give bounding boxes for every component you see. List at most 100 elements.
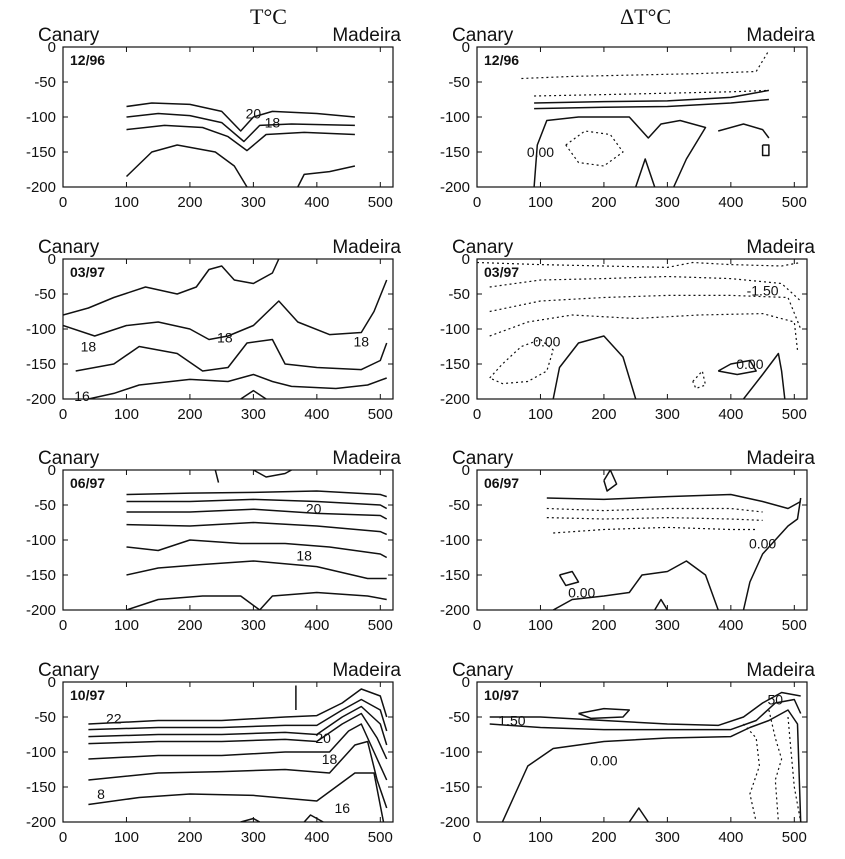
contour-label: 18 [296, 547, 312, 563]
x-tick-label: 100 [114, 194, 139, 211]
contour-line-solid [126, 560, 387, 580]
y-tick-label: -200 [26, 391, 56, 408]
x-tick-label: 100 [114, 406, 139, 423]
x-tick-label: 400 [304, 617, 329, 634]
contour-line-solid [240, 817, 261, 822]
contour-line-solid [88, 772, 385, 822]
y-tick-label: -150 [440, 779, 470, 796]
contour-line-solid [88, 688, 388, 725]
period-label: 10/97 [484, 687, 519, 703]
location-label-right: Madeira [332, 660, 401, 681]
contour-line-solid [534, 98, 769, 110]
y-tick-label: -150 [26, 567, 56, 584]
contour-line-solid [126, 521, 388, 536]
x-tick-label: 0 [59, 829, 67, 846]
y-tick-label: -100 [440, 321, 470, 338]
contour-line-dotted [546, 517, 763, 521]
x-tick-label: 300 [241, 617, 266, 634]
contour-line-solid [558, 570, 580, 587]
x-tick-label: 200 [177, 617, 202, 634]
contour-label: 18 [353, 334, 369, 350]
contour-line-dotted [489, 275, 802, 302]
y-tick-label: -150 [26, 356, 56, 373]
contour-label: 0.00 [590, 752, 617, 768]
contour-line-solid [88, 373, 387, 399]
contour-label: 0.00 [736, 356, 763, 372]
contour-line-solid [63, 259, 280, 316]
period-label: 06/97 [484, 475, 519, 491]
column-title-temperature: T°C [250, 4, 287, 29]
y-tick-label: -150 [26, 779, 56, 796]
x-tick-label: 200 [591, 406, 616, 423]
y-tick-label: -50 [34, 74, 56, 91]
x-tick-label: 200 [591, 829, 616, 846]
contour-label: 0.00 [533, 334, 560, 350]
x-tick-label: 200 [591, 194, 616, 211]
x-tick-label: 400 [718, 829, 743, 846]
location-label-right: Madeira [746, 25, 815, 46]
y-tick-label: 0 [462, 674, 470, 691]
contour-line-solid [214, 470, 220, 483]
period-label: 03/97 [70, 264, 105, 280]
contour-label: 18 [81, 339, 97, 355]
location-label-right: Madeira [332, 448, 401, 469]
x-tick-label: 500 [368, 829, 393, 846]
location-label-left: Canary [38, 660, 100, 681]
y-tick-label: -100 [440, 744, 470, 761]
location-label-right: Madeira [332, 25, 401, 46]
contour-line-solid [501, 709, 802, 822]
x-tick-label: 300 [241, 194, 266, 211]
contour-line-solid [303, 814, 324, 822]
contour-line-dotted [534, 89, 769, 97]
contour-line-dotted [565, 130, 624, 167]
x-tick-label: 300 [241, 829, 266, 846]
y-tick-label: -200 [26, 602, 56, 619]
x-tick-label: 500 [368, 406, 393, 423]
period-label: 06/97 [70, 475, 105, 491]
contour-label: 18 [217, 329, 233, 345]
x-tick-label: 100 [528, 406, 553, 423]
contour-line-dotted [489, 294, 802, 330]
x-tick-label: 0 [59, 406, 67, 423]
x-tick-label: 100 [114, 617, 139, 634]
y-tick-label: -150 [440, 144, 470, 161]
y-tick-label: -50 [448, 286, 470, 303]
contour-label: 20 [246, 106, 262, 122]
y-tick-label: 0 [48, 674, 56, 691]
x-tick-label: 400 [718, 406, 743, 423]
location-label-right: Madeira [746, 660, 815, 681]
contour-line-dotted [489, 313, 799, 351]
x-tick-label: 200 [177, 406, 202, 423]
contour-line-solid [533, 116, 707, 187]
x-tick-label: 0 [473, 194, 481, 211]
contour-label: 8 [97, 786, 105, 802]
y-tick-label: -50 [34, 497, 56, 514]
x-tick-label: 500 [782, 194, 807, 211]
y-tick-label: -50 [448, 709, 470, 726]
contour-line-solid [88, 705, 388, 746]
contour-line-solid [534, 89, 770, 104]
y-tick-label: -100 [26, 744, 56, 761]
contour-label: 16 [334, 800, 350, 816]
contour-line-solid [489, 698, 802, 731]
contour-label: 0.00 [568, 585, 595, 601]
contour-line-solid [126, 102, 355, 132]
y-tick-label: -50 [448, 74, 470, 91]
x-tick-label: 500 [368, 617, 393, 634]
location-label-right: Madeira [746, 237, 815, 258]
contour-line-solid [489, 691, 801, 727]
y-tick-label: 0 [48, 462, 56, 479]
location-label-left: Canary [38, 448, 100, 469]
x-tick-label: 500 [782, 829, 807, 846]
x-tick-label: 0 [473, 617, 481, 634]
contour-line-solid [761, 144, 770, 157]
contour-line-solid [742, 497, 802, 610]
contour-line-solid [125, 144, 248, 187]
location-label-left: Canary [38, 237, 100, 258]
contour-line-solid [88, 740, 388, 809]
